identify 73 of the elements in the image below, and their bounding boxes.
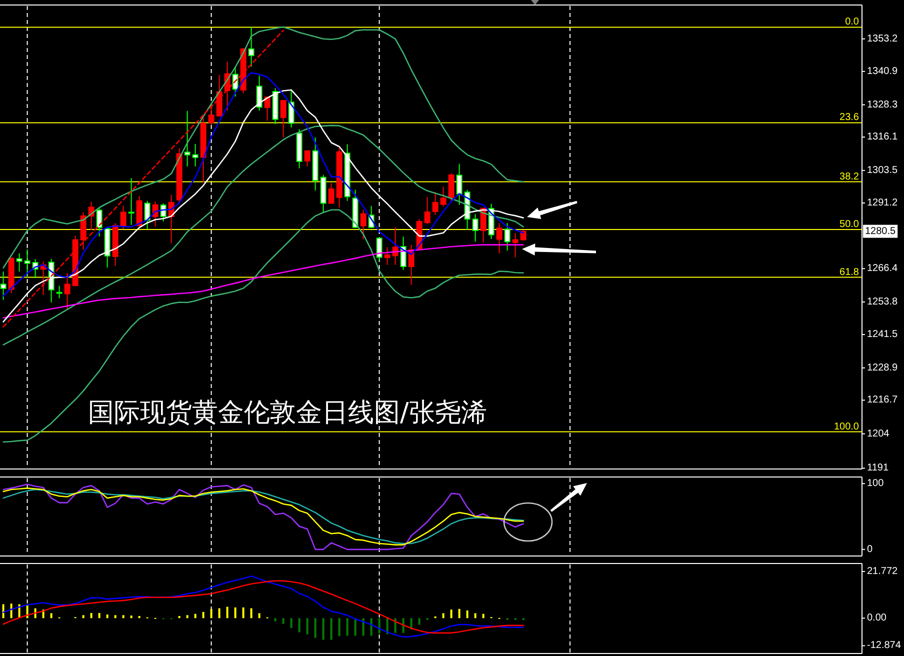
y-tick-label: 1216.7 — [867, 394, 898, 406]
bar — [282, 618, 284, 624]
bar — [394, 618, 396, 632]
bar — [210, 608, 212, 618]
bar — [186, 614, 188, 618]
bar — [290, 618, 292, 628]
bar — [10, 603, 12, 618]
bar — [250, 608, 252, 618]
bar — [346, 618, 348, 636]
y-tick-label: 1353.2 — [867, 33, 898, 44]
ref-line-label: 38.2 — [840, 171, 860, 182]
y-tick-label: 1241.5 — [867, 329, 898, 340]
ref-line-label: 50.0 — [840, 219, 860, 230]
bar — [226, 606, 228, 618]
bar — [330, 618, 332, 640]
ref-line-label: 0.0 — [845, 16, 860, 28]
bar — [194, 613, 196, 618]
bar — [362, 618, 364, 636]
bar — [442, 612, 444, 618]
text: 国际现货黄金伦敦金日线图/张尧浠 — [88, 398, 487, 428]
bar — [450, 609, 452, 618]
y-tick-label: 1253.8 — [867, 296, 898, 308]
bar — [314, 618, 316, 638]
bar — [274, 618, 276, 621]
y-tick-label: 1303.5 — [867, 164, 898, 176]
y-tick-label: 0.00 — [867, 612, 887, 624]
bar — [378, 618, 380, 633]
y-tick-label: 1328.3 — [867, 99, 898, 110]
bar — [466, 610, 468, 618]
y-tick-label: 1204 — [867, 428, 890, 440]
bar — [298, 618, 300, 632]
bar — [234, 606, 236, 618]
y-tick-label: 100 — [867, 478, 884, 490]
bar — [402, 618, 404, 632]
bar — [418, 618, 420, 624]
ref-line-label: 61.8 — [840, 266, 860, 278]
bar — [90, 612, 92, 618]
bar — [130, 615, 132, 618]
line-series — [2, 26, 524, 268]
bar — [218, 608, 220, 618]
bar — [2, 604, 4, 618]
bar — [258, 612, 260, 618]
bar — [114, 614, 116, 618]
bar — [122, 614, 124, 618]
y-tick-label: 1340.9 — [867, 66, 898, 77]
line-series — [2, 209, 524, 443]
bar — [306, 618, 308, 634]
bar — [482, 613, 484, 618]
y-tick-label: 0 — [867, 544, 873, 555]
bar — [98, 612, 100, 618]
y-tick-label: 1266.4 — [867, 263, 898, 274]
y-tick-label: 1191 — [867, 462, 889, 474]
y-tick-label: 1228.9 — [867, 362, 898, 374]
axis-price-label: 1280.5 — [863, 224, 898, 238]
ref-line-label: 23.6 — [840, 112, 860, 124]
y-tick-label: 1316.1 — [867, 132, 898, 143]
bar — [458, 608, 460, 618]
bar — [50, 612, 52, 618]
bar — [370, 618, 372, 636]
bar — [106, 614, 108, 618]
bar — [474, 612, 476, 618]
y-tick-label: -12.874 — [867, 640, 902, 651]
bar — [354, 618, 356, 636]
y-tick-label: 1291.2 — [867, 197, 898, 208]
bar — [322, 618, 324, 640]
bar — [82, 614, 84, 618]
ref-line-label: 100.0 — [834, 421, 860, 432]
bar — [202, 611, 204, 618]
line-series — [2, 124, 524, 346]
line-series — [2, 30, 284, 328]
y-tick-label: 21.772 — [867, 565, 898, 576]
bar — [242, 606, 244, 618]
bar — [338, 618, 340, 636]
